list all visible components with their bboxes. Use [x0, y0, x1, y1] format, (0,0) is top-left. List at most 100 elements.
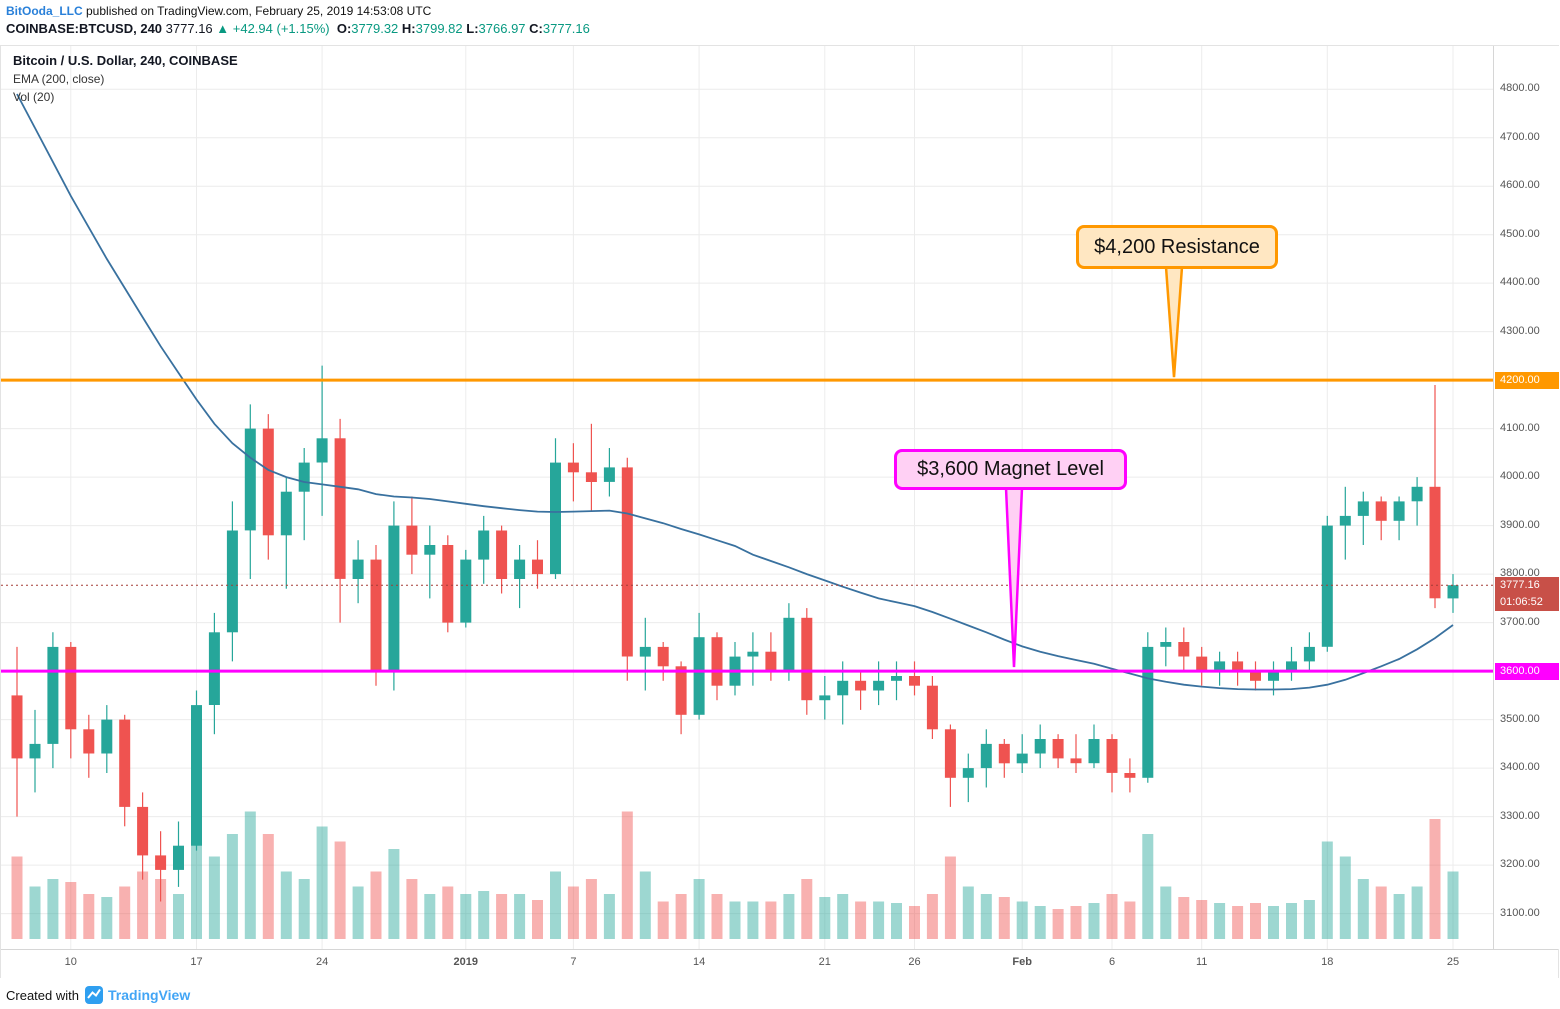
grid-layer	[1, 46, 1493, 949]
volume-bar	[496, 894, 508, 939]
candle-body	[819, 695, 831, 701]
magnet-callout[interactable]: $3,600 Magnet Level	[894, 449, 1127, 490]
time-tick-label: 21	[818, 956, 831, 968]
author-link[interactable]: BitOoda_LLC	[6, 4, 83, 18]
volume-bar	[1303, 900, 1315, 939]
legend-volume-item[interactable]: Vol (20)	[13, 90, 55, 104]
volume-bar	[1160, 886, 1172, 939]
candle-body	[1232, 661, 1244, 672]
candle-body	[442, 545, 454, 623]
candle-body	[424, 545, 436, 555]
price-tick-label: 4000.00	[1500, 470, 1540, 483]
volume-bar	[388, 849, 400, 939]
time-axis[interactable]: 10 17 24 2019 7 14 21 26 Feb 6 11 18 25	[1, 949, 1558, 978]
candle-body	[1286, 661, 1297, 672]
volume-bar	[208, 856, 220, 939]
price-tick-label: 3200.00	[1500, 858, 1540, 871]
price-tick-label: 3800.00	[1500, 567, 1540, 580]
candle-body	[1303, 646, 1315, 662]
volume-bar	[1124, 901, 1136, 939]
volume-bar	[244, 811, 256, 939]
change-text: ▲ +42.94 (+1.15%)	[216, 21, 330, 36]
resistance-callout[interactable]: $4,200 Resistance	[1076, 225, 1278, 269]
candle-body	[262, 428, 274, 536]
close-value: 3777.16	[542, 21, 590, 36]
volume-bar	[1214, 903, 1226, 939]
resistance-callout-text: $4,200 Resistance	[1094, 235, 1260, 258]
volume-bar	[442, 886, 454, 939]
candle-body	[1375, 501, 1387, 521]
created-with-text: Created with	[6, 987, 79, 1003]
candle-body	[155, 855, 167, 870]
logo-chart-glyph	[87, 988, 101, 999]
candle-body	[460, 559, 472, 623]
time-tick-label: 6	[1108, 956, 1116, 968]
candle-body	[550, 462, 561, 575]
candle-body	[137, 806, 149, 856]
volume-bar	[1447, 871, 1459, 939]
symbol-readout: COINBASE:BTCUSD, 240 3777.16 ▲ +42.94 (+…	[6, 21, 590, 36]
candle-body	[514, 559, 526, 579]
volume-bar	[711, 894, 723, 939]
candle-body	[1052, 739, 1064, 759]
time-tick-label: 17	[190, 956, 203, 968]
price-axis[interactable]: 4800.00 4700.00 4600.00 4500.00 4400.00 4300.…	[1493, 46, 1560, 949]
volume-bar	[962, 886, 974, 939]
time-tick-label: 24	[315, 956, 329, 968]
candle-body	[783, 617, 795, 672]
candle-body	[567, 462, 579, 473]
time-tick-label: 10	[64, 956, 77, 968]
candle-body	[693, 637, 705, 715]
candle-body	[1447, 585, 1459, 599]
candle-body	[1034, 739, 1046, 754]
volume-bar	[1106, 894, 1118, 939]
volume-bar	[980, 894, 992, 939]
time-tick-label: 26	[908, 956, 921, 968]
candle-body	[208, 632, 220, 705]
volume-bar	[621, 811, 633, 939]
candle-body	[1214, 661, 1226, 672]
volume-bar	[729, 901, 741, 939]
last-price-badge: 3777.16	[1495, 576, 1559, 594]
close-label: C:	[529, 21, 543, 36]
volume-bar	[47, 879, 59, 939]
price-tick-label: 4100.00	[1500, 421, 1540, 434]
candle-body	[226, 530, 238, 633]
chart-plot-area[interactable]	[1, 46, 1493, 949]
candle-body	[352, 559, 364, 579]
candle-body	[891, 676, 902, 681]
tradingview-logo[interactable]: TradingView	[84, 985, 195, 1005]
volume-bar	[460, 894, 472, 939]
volume-bar	[298, 879, 310, 939]
volume-bar	[855, 901, 867, 939]
candle-body	[496, 530, 508, 579]
candle-body	[1196, 656, 1208, 672]
candle-body	[532, 559, 543, 575]
candle-body	[11, 695, 23, 759]
volume-bar	[1411, 886, 1423, 939]
published-line: BitOoda_LLC published on TradingView.com…	[6, 4, 431, 18]
volume-bar	[891, 903, 902, 939]
volume-bar	[173, 894, 184, 939]
candle-body	[1160, 642, 1172, 647]
candle-body	[837, 680, 849, 696]
volume-bar	[137, 871, 149, 939]
volume-bar	[567, 886, 579, 939]
price-tick-label: 4600.00	[1500, 179, 1540, 192]
high-label: H:	[401, 21, 416, 36]
candle-body	[101, 719, 113, 754]
volume-bar	[424, 894, 436, 939]
candle-body	[1016, 753, 1028, 764]
legend-ema-item[interactable]: EMA (200, close)	[13, 72, 105, 86]
legend-symbol-title[interactable]: Bitcoin / U.S. Dollar, 240, COINBASE	[13, 53, 238, 68]
candle-body	[675, 666, 687, 715]
tradingview-wordmark: TradingView	[108, 987, 190, 1003]
candle-body	[388, 525, 400, 672]
price-tick-label: 4500.00	[1500, 227, 1540, 240]
price-tick-label: 3300.00	[1500, 809, 1540, 822]
time-tick-label: 18	[1321, 956, 1334, 968]
time-tick-label: 2019	[453, 956, 479, 968]
candle-body	[765, 651, 777, 672]
candle-body	[585, 472, 597, 482]
levels-layer	[1, 266, 1493, 673]
